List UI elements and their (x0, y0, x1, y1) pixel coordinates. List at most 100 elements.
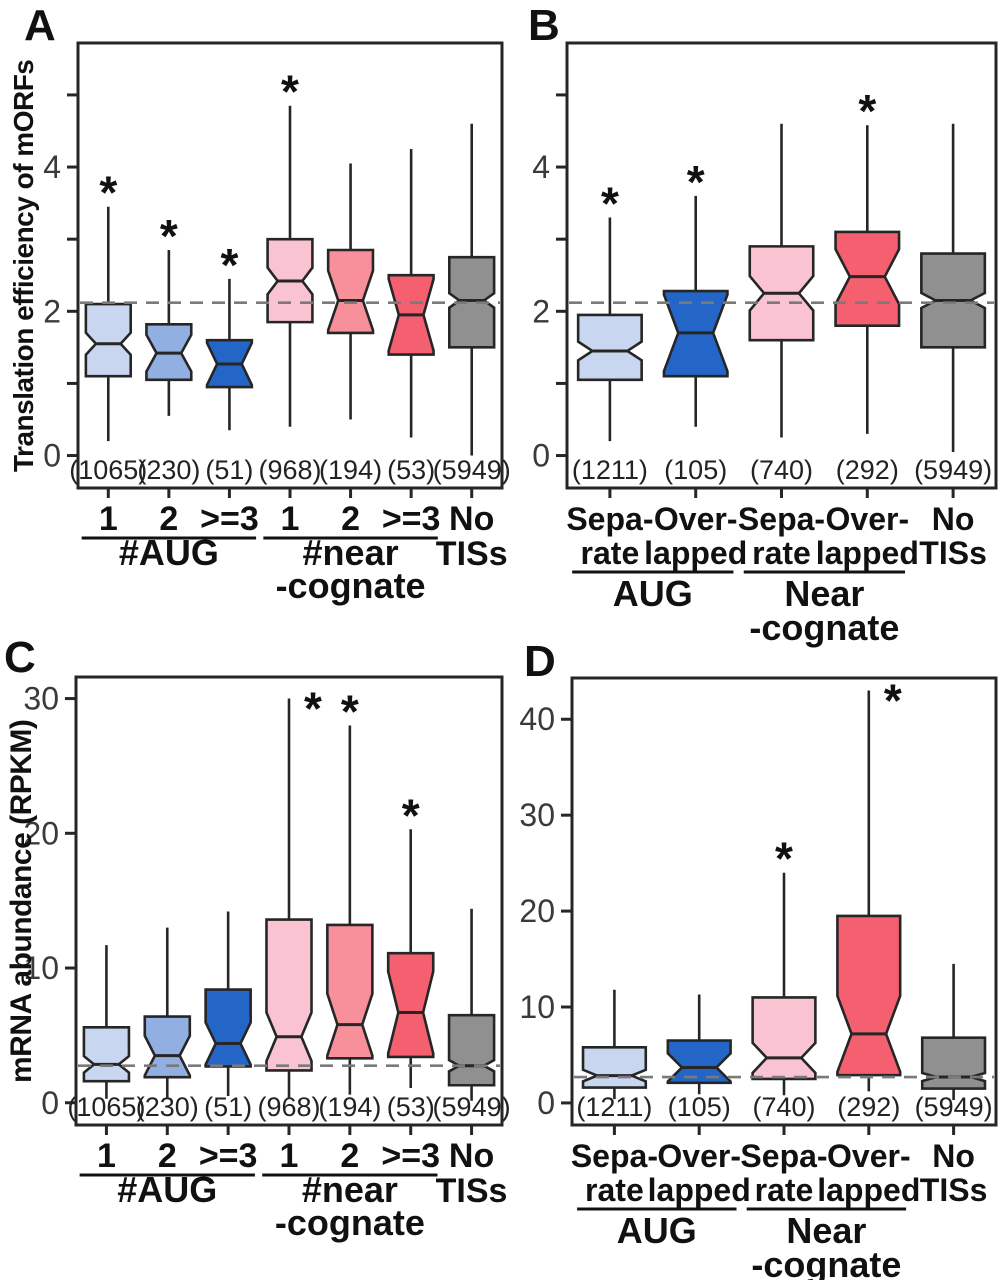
x-tick-label: lapped (648, 1172, 751, 1208)
sample-count-label: (292) (837, 1092, 900, 1122)
x-tick-label: >=3 (382, 500, 441, 538)
x-tick-label: rate (755, 1172, 814, 1208)
x-tick-label: Over- (826, 501, 910, 537)
x-tick-label: 1 (281, 500, 300, 538)
boxplot-box-3: (51) >=3 * (200, 239, 259, 538)
boxplot-box-5: (194) 2 (319, 163, 382, 538)
sample-count-label: (53) (387, 1092, 435, 1122)
panel-c-y-axis-title: mRNA abundance (RPKM) (5, 719, 38, 1083)
group-label: #near (303, 532, 399, 573)
y-tick-label: 20 (519, 893, 555, 929)
boxplot-box-3: (740) Sepa-rate (738, 123, 825, 571)
boxplot-box-4: (968) 1 * (257, 683, 322, 1175)
sample-count-label: (5949) (914, 455, 992, 485)
panel-d-plot: 0 10 20 30 40 (1211) Sepa-rate (105) Over-lapped… (519, 674, 998, 1280)
notched-box (326, 923, 374, 1060)
x-tick-label: 2 (159, 500, 178, 538)
boxplot-box-3: (51) >=3 (199, 911, 258, 1175)
sample-count-label: (5949) (433, 455, 511, 485)
x-tick-label: Sepa- (566, 501, 653, 537)
y-tick-label: 2 (43, 293, 61, 329)
panel-c-letter: C (4, 633, 36, 682)
notched-box (576, 313, 643, 382)
sample-count-label: (194) (318, 1092, 381, 1122)
group-label: -cognate (749, 607, 899, 648)
x-tick-label: >=3 (381, 1137, 440, 1175)
x-tick-label: Sepa- (738, 501, 825, 537)
significance-star: * (281, 66, 299, 118)
boxplot-box-4: (292) Over-lapped * (816, 85, 919, 571)
group-label: AUG (613, 573, 693, 614)
panel-a-letter: A (24, 1, 56, 50)
plot-frame (565, 41, 998, 490)
significance-star: * (775, 833, 793, 885)
x-tick-label: No (932, 501, 975, 537)
y-tick-label: 0 (532, 438, 550, 474)
significance-star: * (220, 239, 238, 291)
boxplot-box-1: (1065) 1 * (69, 167, 147, 538)
x-tick-label: 1 (280, 1137, 299, 1175)
notched-box (448, 255, 496, 349)
sample-count-label: (968) (258, 455, 321, 485)
plot-frame (570, 676, 998, 1127)
boxplot-box-2: (230) 2 (136, 927, 199, 1175)
boxplot-box-5: (194) 2 * (318, 686, 381, 1175)
plot-frame (74, 675, 504, 1127)
y-tick-label: 40 (519, 701, 555, 737)
group-label: Near (784, 573, 864, 614)
boxplot-box-6: (53) >=3 * (381, 789, 440, 1175)
notched-box (84, 302, 132, 378)
sample-count-label: (194) (319, 455, 382, 485)
panel-b-plot: 0 2 4 (1211) Sepa-rate * (105) Over-lapped * (740… (532, 41, 998, 648)
y-tick-label: 0 (537, 1085, 555, 1121)
x-tick-label: 2 (341, 500, 360, 538)
x-tick-label: lapped (644, 535, 747, 571)
notched-box (666, 1039, 732, 1085)
notched-box (326, 248, 375, 335)
sample-count-label: (53) (387, 455, 435, 485)
y-tick-label: 0 (41, 1085, 59, 1121)
sample-count-label: (105) (668, 1092, 731, 1122)
sample-count-label: (968) (257, 1092, 320, 1122)
boxplot-box-1: (1211) Sepa-rate * (566, 178, 653, 571)
sample-count-label: (1211) (572, 455, 648, 485)
notched-box (581, 1046, 648, 1089)
group-label: -cognate (276, 565, 426, 606)
x-tick-label: 2 (158, 1137, 177, 1175)
sample-count-label: (1065) (67, 1092, 145, 1122)
boxplot-box-6: (53) >=3 (382, 149, 441, 538)
y-tick-label: 20 (23, 815, 59, 851)
x-tick-label: Sepa- (571, 1138, 658, 1174)
x-tick-label: TISs (436, 1172, 508, 1210)
x-tick-label: lapped (817, 1172, 920, 1208)
panel-b-letter: B (528, 1, 560, 50)
notched-box (834, 230, 901, 328)
significance-star: * (402, 789, 420, 841)
x-tick-label: Over- (654, 501, 738, 537)
significance-star: * (884, 674, 902, 726)
group-label: #near (302, 1169, 398, 1210)
boxplot-box-1: (1065) 1 (67, 945, 145, 1175)
sample-count-label: (230) (137, 455, 200, 485)
significance-star: * (160, 210, 178, 262)
significance-star: * (858, 85, 876, 137)
x-tick-label: >=3 (200, 500, 259, 538)
y-tick-label: 10 (23, 950, 59, 986)
x-tick-label: TISs (919, 535, 987, 571)
boxplot-box-3: (740) Sepa-rate * (740, 833, 827, 1208)
x-tick-label: TISs (436, 535, 508, 573)
notched-box (204, 988, 252, 1068)
y-tick-label: 0 (43, 438, 61, 474)
x-tick-label: lapped (816, 535, 919, 571)
x-tick-label: TISs (920, 1172, 988, 1208)
plot-frame (76, 41, 504, 490)
x-tick-label: 1 (97, 1137, 116, 1175)
significance-star: * (304, 683, 322, 735)
panel-d-letter: D (524, 637, 556, 686)
y-tick-label: 2 (532, 293, 550, 329)
x-tick-label: >=3 (199, 1137, 258, 1175)
y-tick-label: 10 (519, 989, 555, 1025)
